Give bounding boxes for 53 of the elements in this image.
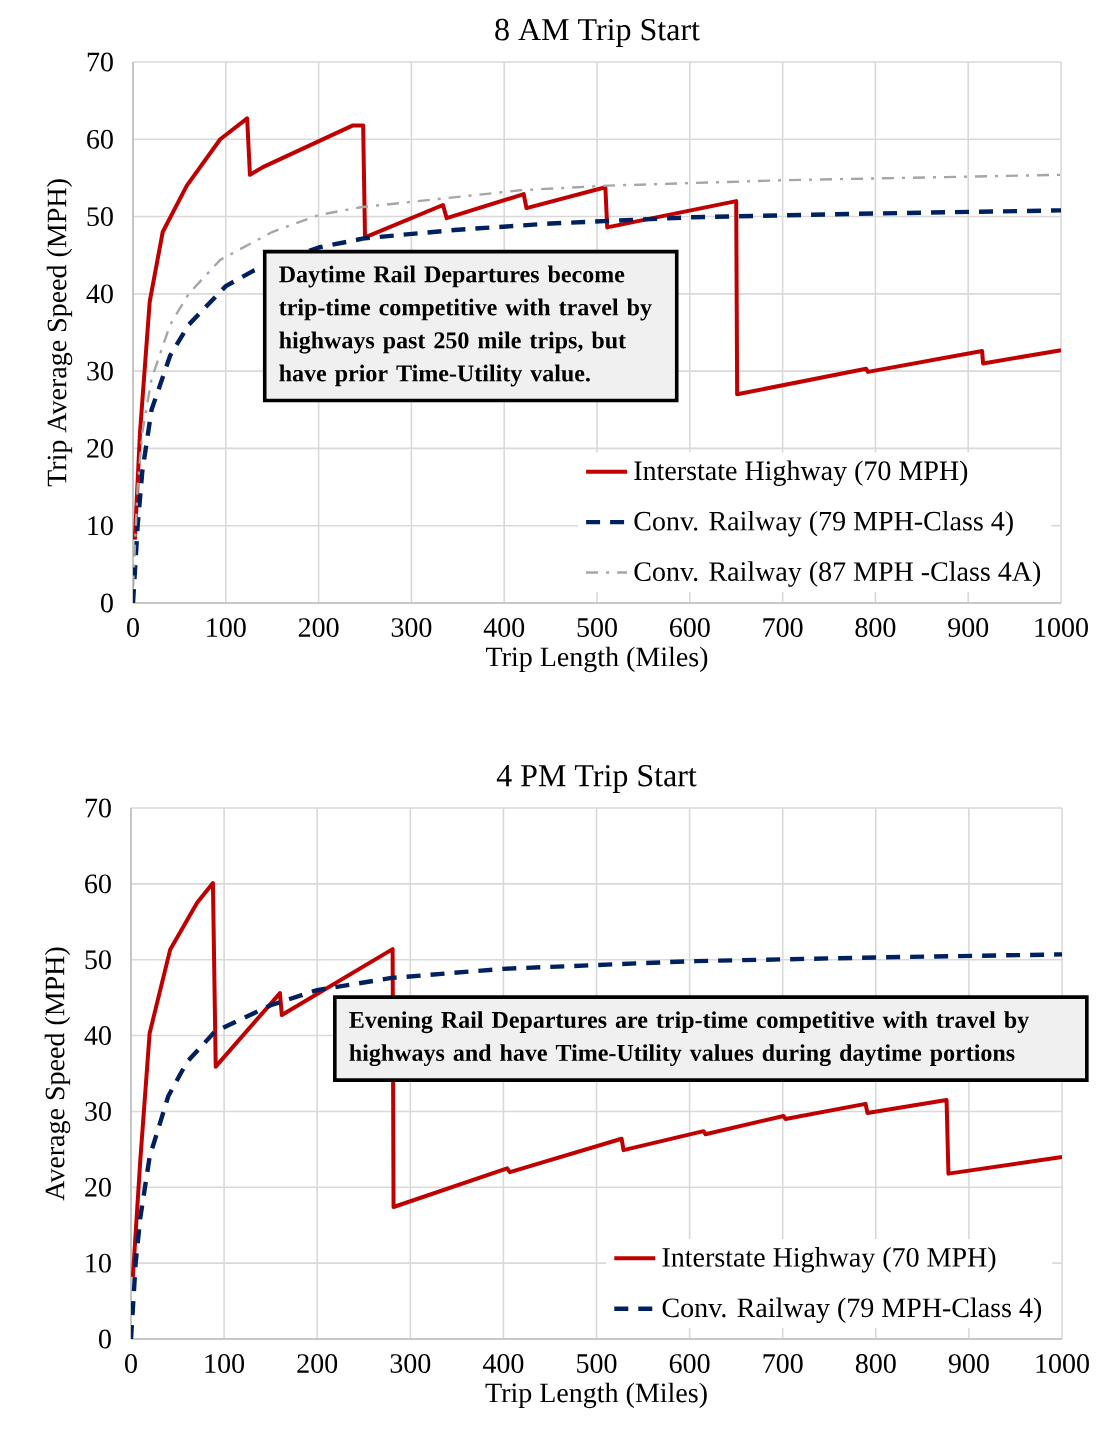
x-tick-label: 900 — [948, 1354, 989, 1373]
annotation: Evening Rail Departures are trip-time competitive with travel by highways and have Time-Utility values during daytime portions — [349, 1011, 1029, 1067]
y-tick-label: 70 — [85, 798, 111, 818]
x-axis-title: Trip Length (Miles) — [486, 646, 708, 673]
x-tick-label: 300 — [391, 618, 432, 637]
y-tick-label: 50 — [85, 950, 111, 970]
x-tick-label: 500 — [577, 1354, 617, 1373]
x-tick-label: 900 — [948, 618, 989, 637]
y-tick-label: 30 — [85, 1101, 111, 1121]
x-tick-label: 800 — [855, 1354, 896, 1373]
y-tick-label: 0 — [99, 1329, 111, 1349]
y-axis-title: Average Speed (MPH) — [44, 947, 71, 1201]
legend-label: Conv. Railway (87 MPH -Class 4A) — [634, 561, 1041, 587]
x-tick-label: 200 — [297, 1354, 338, 1373]
y-tick-label: 60 — [85, 874, 111, 894]
y-tick-label: 50 — [87, 207, 113, 227]
x-tick-label: 200 — [298, 618, 339, 637]
y-tick-label: 0 — [101, 593, 113, 613]
x-axis-title: Trip Length (Miles) — [485, 1382, 707, 1409]
x-tick-label: 600 — [670, 618, 710, 637]
y-tick-label: 20 — [85, 1177, 111, 1197]
x-tick-label: 0 — [125, 1354, 137, 1373]
x-tick-label: 1000 — [1036, 1354, 1089, 1373]
x-tick-label: 0 — [127, 618, 139, 637]
x-tick-label: 400 — [482, 1354, 524, 1373]
x-tick-label: 300 — [390, 1354, 431, 1373]
y-tick-label: 40 — [84, 1026, 111, 1046]
x-tick-label: 1000 — [1035, 618, 1088, 637]
x-tick-label: 100 — [205, 1354, 245, 1373]
chart-title: 8 AM Trip Start — [495, 18, 700, 47]
line-series — [131, 881, 1063, 1279]
annotation: Daytime Rail Departures become trip-time competitive with travel by highways past 250 mile trips, but have prior Time-Utility value. — [279, 265, 652, 387]
x-tick-label: 100 — [207, 618, 246, 637]
y-tick-label: 70 — [87, 52, 113, 72]
x-tick-label: 700 — [763, 618, 803, 637]
y-tick-label: 20 — [87, 438, 113, 458]
x-tick-label: 500 — [577, 618, 617, 637]
x-tick-label: 700 — [763, 1354, 803, 1373]
y-tick-label: 60 — [87, 129, 113, 149]
legend-label: Conv. Railway (79 MPH-Class 4) — [634, 510, 1013, 537]
legend-label: Conv. Railway (79 MPH-Class 4) — [662, 1297, 1042, 1324]
y-tick-label: 40 — [86, 284, 113, 304]
y-tick-label: 10 — [86, 1253, 111, 1273]
y-tick-label: 30 — [87, 361, 113, 381]
line-series — [133, 116, 1062, 542]
y-tick-label: 10 — [88, 516, 113, 536]
x-tick-label: 400 — [483, 618, 525, 637]
legend-label: Interstate Highway (70 MPH) — [662, 1247, 996, 1273]
y-axis-title: Trip Average Speed (MPH) — [46, 179, 73, 487]
x-tick-label: 600 — [669, 1354, 710, 1373]
legend-label: Interstate Highway (70 MPH) — [634, 460, 968, 486]
x-tick-label: 800 — [855, 618, 896, 637]
chart-title: 4 PM Trip Start — [496, 764, 697, 793]
